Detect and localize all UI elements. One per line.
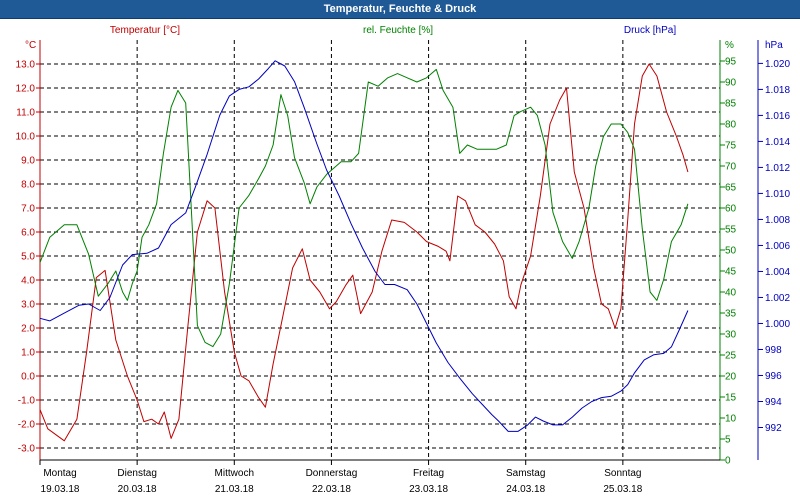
humidity-tick-label: 60: [725, 204, 737, 215]
pressure-tick-label: 998: [765, 345, 782, 356]
x-day-label: Samstag: [506, 468, 545, 479]
pressure-tick-label: 1.008: [765, 215, 790, 226]
pressure-tick-label: 1.020: [765, 59, 790, 70]
pressure-tick-label: 1.000: [765, 319, 790, 330]
series-group: [39, 60, 689, 442]
humidity-tick-label: 55: [725, 225, 737, 236]
pressure-tick-label: 994: [765, 397, 782, 408]
temperature-line: [39, 63, 689, 442]
humidity-tick-label: 85: [725, 99, 737, 110]
temp-tick-label: 2.0: [21, 324, 35, 335]
x-date-label: 24.03.18: [506, 484, 545, 495]
pressure-tick-label: 1.016: [765, 111, 790, 122]
x-day-label: Montag: [43, 468, 76, 479]
humidity-unit-label: %: [725, 40, 734, 51]
temp-tick-label: 7.0: [21, 204, 35, 215]
pressure-tick-label: 992: [765, 423, 782, 434]
axes: [36, 40, 763, 465]
humidity-legend: rel. Feuchte [%]: [363, 25, 433, 36]
temp-tick-label: 9.0: [21, 156, 35, 167]
x-day-label: Freitag: [413, 468, 444, 479]
humidity-tick-label: 40: [725, 288, 737, 299]
temp-tick-label: 6.0: [21, 228, 35, 239]
x-date-label: 20.03.18: [118, 484, 157, 495]
pressure-line: [39, 60, 689, 432]
pressure-tick-label: 1.018: [765, 85, 790, 96]
humidity-tick-label: 65: [725, 183, 737, 194]
humidity-tick-label: 30: [725, 330, 737, 341]
temp-tick-label: 13.0: [16, 60, 36, 71]
labels: -3.0 -2.0 -1.0 0.0 1.0 2.0 3.0 4.0 5.0 6.0 7.0 8.0 9…: [16, 25, 791, 495]
pressure-unit-label: hPa: [765, 40, 783, 51]
humidity-tick-label: 0: [725, 456, 731, 467]
x-day-label: Donnerstag: [306, 468, 358, 479]
plot-area: [40, 40, 720, 460]
humidity-tick-label: 20: [725, 372, 737, 383]
humidity-tick-label: 15: [725, 393, 737, 404]
pressure-tick-label: 1.014: [765, 137, 790, 148]
humidity-tick-label: 45: [725, 267, 737, 278]
pressure-tick-label: 996: [765, 371, 782, 382]
temp-tick-label: 1.0: [21, 348, 35, 359]
temp-tick-label: 0.0: [21, 372, 35, 383]
humidity-tick-label: 25: [725, 351, 737, 362]
x-day-label: Dienstag: [117, 468, 156, 479]
temp-tick-label: 10.0: [16, 132, 36, 143]
temp-tick-label: 12.0: [16, 84, 36, 95]
x-date-label: 21.03.18: [215, 484, 254, 495]
temp-tick-label: 5.0: [21, 252, 35, 263]
pressure-tick-label: 1.006: [765, 241, 790, 252]
humidity-tick-label: 75: [725, 141, 737, 152]
temp-tick-label: -1.0: [18, 396, 36, 407]
pressure-tick-label: 1.010: [765, 189, 790, 200]
temp-tick-label: -3.0: [18, 444, 36, 455]
grid: [40, 40, 720, 460]
x-day-label: Mittwoch: [215, 468, 254, 479]
humidity-tick-label: 35: [725, 309, 737, 320]
pressure-tick-label: 1.012: [765, 163, 790, 174]
temperature-legend: Temperatur [°C]: [110, 25, 180, 36]
temp-tick-label: -2.0: [18, 420, 36, 431]
x-date-label: 19.03.18: [41, 484, 80, 495]
humidity-tick-label: 5: [725, 435, 731, 446]
humidity-tick-label: 90: [725, 78, 737, 89]
humidity-tick-label: 95: [725, 57, 737, 68]
temp-tick-label: 3.0: [21, 300, 35, 311]
humidity-tick-label: 80: [725, 120, 737, 131]
x-date-label: 23.03.18: [409, 484, 448, 495]
x-date-label: 22.03.18: [312, 484, 351, 495]
temp-tick-label: 8.0: [21, 180, 35, 191]
humidity-line: [39, 68, 689, 348]
pressure-tick-label: 1.004: [765, 267, 790, 278]
humidity-tick-label: 10: [725, 414, 737, 425]
humidity-tick-label: 70: [725, 162, 737, 173]
pressure-legend: Druck [hPa]: [624, 25, 676, 36]
pressure-tick-label: 1.002: [765, 293, 790, 304]
x-date-label: 25.03.18: [603, 484, 642, 495]
temperature-unit-label: °C: [25, 40, 36, 51]
humidity-tick-label: 50: [725, 246, 737, 257]
x-day-label: Sonntag: [604, 468, 641, 479]
window-title: Temperatur, Feuchte & Druck: [0, 0, 800, 19]
temp-tick-label: 4.0: [21, 276, 35, 287]
temp-tick-label: 11.0: [16, 108, 35, 119]
